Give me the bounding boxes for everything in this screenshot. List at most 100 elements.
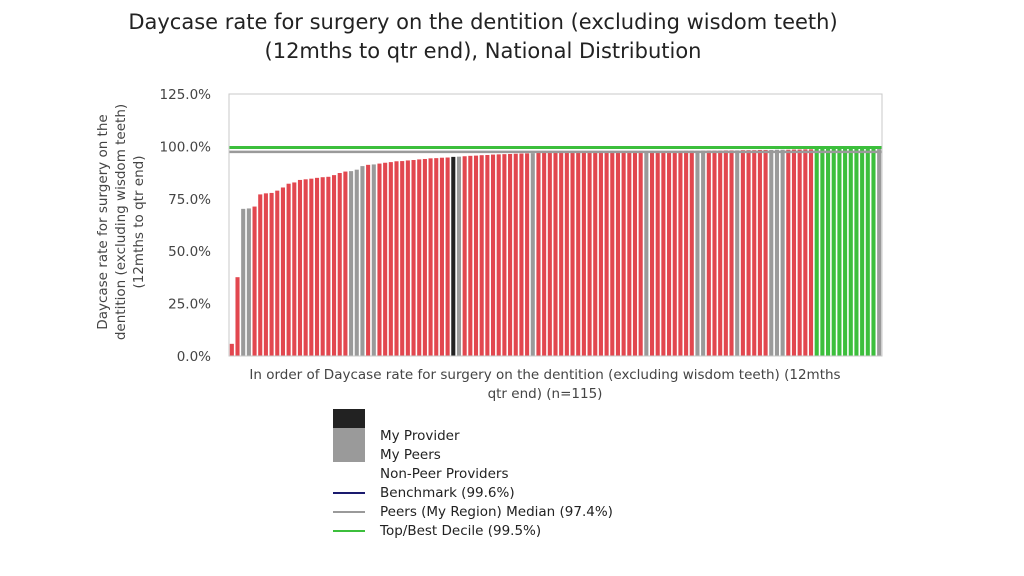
bar [354,169,359,356]
y-tick-label: 100.0% [160,139,212,155]
bar [559,152,564,356]
bar [718,150,723,356]
bar [485,154,490,356]
bar [689,150,694,356]
bar [434,158,439,356]
legend-line-top-decile [333,530,365,532]
bar [377,163,382,356]
bar [740,150,745,356]
chart-title: Daycase rate for surgery on the dentitio… [0,8,966,66]
bar [843,146,848,356]
bar [576,152,581,356]
legend-label-non-peer: Non-Peer Providers [380,466,509,482]
x-axis-label-line-1: In order of Daycase rate for surgery on … [249,367,840,383]
bar [536,152,541,356]
bar [877,146,882,356]
bar [479,155,484,356]
bar [292,182,297,356]
bar [525,153,530,356]
bar [394,161,399,356]
reference-lines [229,145,882,154]
bar [519,153,524,356]
chart-title-line-2: (12mths to qtr end), National Distributi… [264,39,702,63]
plot-frame [228,93,883,357]
chart-title-line-1: Daycase rate for surgery on the dentitio… [128,10,838,34]
bar [349,171,354,356]
bar [649,151,655,356]
bar [854,146,859,356]
bar [286,183,291,356]
bar [439,157,444,356]
y-axis-label-line-3: (12mths to qtr end) [131,155,147,288]
bar [422,158,427,356]
bar [803,149,808,356]
bar [746,150,751,356]
y-tick-label: 75.0% [168,192,211,208]
bar [644,151,649,356]
legend-swatch-my-provider [333,409,365,428]
bar [774,149,779,356]
bar [297,179,303,356]
bar [564,152,569,356]
bar [451,156,456,356]
bar [661,151,666,356]
bar [513,153,518,356]
bar [462,156,467,356]
bar [723,150,728,356]
bar [456,156,462,356]
bar [695,150,700,356]
bar [417,159,422,356]
bar [871,146,876,356]
y-tick-label: 50.0% [168,244,211,260]
bar [428,158,433,356]
bar [258,194,263,356]
bar [547,152,552,356]
bar [360,166,365,356]
bar [337,173,342,356]
y-tick-label: 125.0% [160,87,212,103]
bar [542,152,547,356]
bar [490,154,496,356]
bar [326,176,331,356]
bar [763,149,768,356]
bar [627,151,632,356]
bar [587,152,592,356]
bar [826,147,831,356]
legend-line-benchmark [333,492,365,494]
bar [848,146,853,356]
bar [235,277,240,356]
bar [729,150,734,356]
x-axis-label-line-2: qtr end) (n=115) [488,386,603,402]
bar [808,149,814,356]
bar [820,147,825,356]
bar [632,151,638,356]
bar [712,150,717,356]
bar [684,150,689,356]
bar [468,155,473,356]
bar [604,151,609,356]
y-axis-label: Daycase rate for surgery on the dentitio… [95,104,147,340]
y-tick-label: 0.0% [177,349,211,365]
legend-label-benchmark: Benchmark (99.6%) [380,485,515,501]
y-axis-label-line-1: Daycase rate for surgery on the [95,114,111,329]
bar [303,179,308,356]
bar [280,187,285,356]
bar [655,151,660,356]
bar [400,161,405,356]
bar [752,150,757,356]
bar [411,160,416,356]
bar [593,152,598,356]
bar [678,151,683,356]
legend-label-my-provider: My Provider [380,428,460,444]
bar [241,208,246,356]
bar [473,155,479,356]
bar [252,206,257,356]
bar [553,152,558,356]
bar [371,164,376,356]
bar [314,177,320,356]
x-axis-label: In order of Daycase rate for surgery on … [249,367,840,402]
bar [706,150,711,356]
bar [638,151,643,356]
bar [581,152,586,356]
